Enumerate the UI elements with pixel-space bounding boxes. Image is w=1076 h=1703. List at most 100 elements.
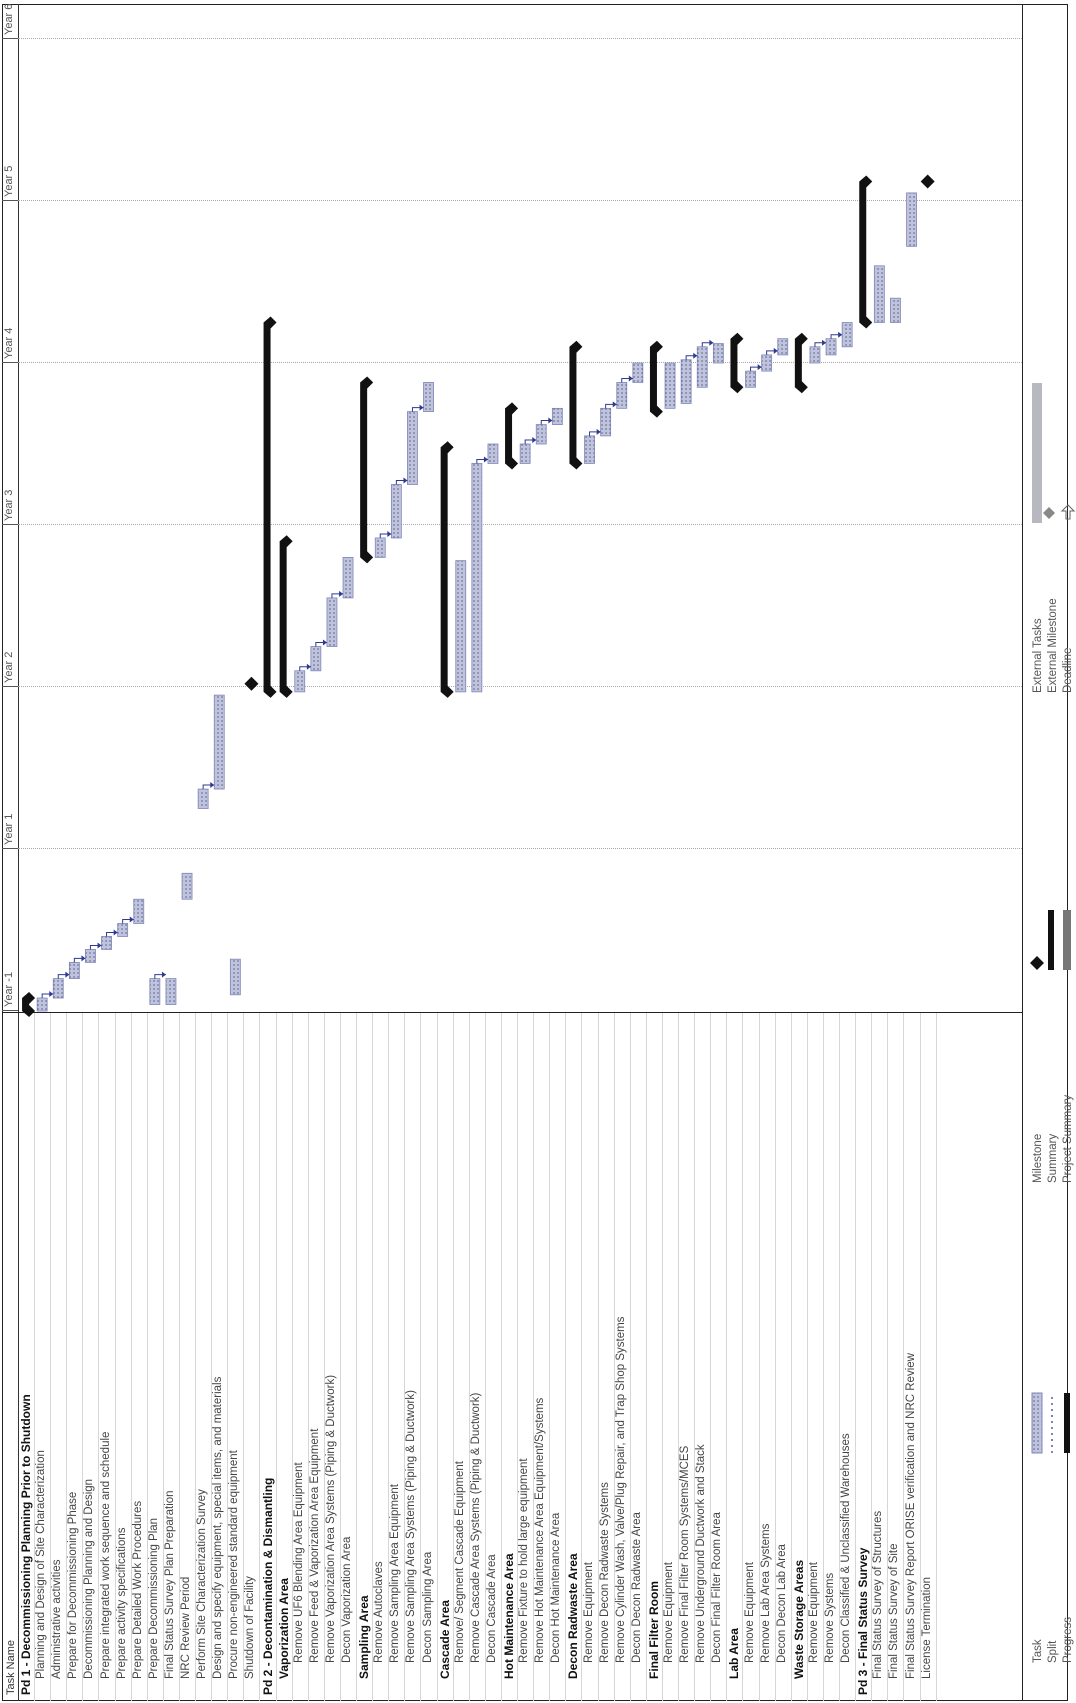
summary-bar (794, 338, 802, 388)
dependency-arrow (483, 456, 488, 463)
task-bar (117, 923, 129, 937)
legend-milestone-swatch (1030, 956, 1044, 970)
dependency-arrow (339, 590, 344, 597)
summary-start-cap (859, 316, 873, 329)
milestone-marker (920, 174, 935, 189)
task-bar (181, 872, 193, 900)
legend-milestone-label: Milestone (1032, 1133, 1044, 1183)
summary-start-cap (440, 685, 454, 698)
legend-project-summary-label: Project Summary (1062, 1094, 1074, 1183)
task-bar (390, 484, 402, 539)
task-bar (197, 788, 209, 809)
summary-end-cap (859, 175, 873, 188)
summary-bar (263, 322, 271, 692)
summary-start-cap (794, 381, 808, 394)
summary-start-cap (505, 457, 519, 470)
task-bar (825, 338, 837, 356)
summary-start-cap (730, 381, 744, 394)
summary-end-cap (279, 535, 293, 548)
task-bar (52, 978, 64, 999)
task-bar (326, 597, 338, 647)
task-bar (777, 338, 789, 356)
summary-end-cap (360, 376, 374, 389)
legend-summary-swatch (1048, 910, 1054, 970)
task-bar (149, 978, 161, 1005)
task-bar (873, 265, 885, 323)
summary-end-cap (22, 992, 36, 1005)
dependency-arrow (548, 417, 553, 424)
summary-end-cap (794, 332, 808, 345)
task-bar (487, 443, 499, 464)
task-bar (310, 646, 322, 672)
dependency-arrow (210, 782, 215, 789)
task-bar (680, 359, 692, 404)
summary-end-cap (263, 316, 277, 329)
legend-deadline-swatch (1060, 504, 1076, 520)
task-bar (906, 192, 917, 247)
task-bar (519, 443, 531, 464)
task-bar (133, 898, 145, 924)
dependency-arrow (693, 352, 698, 359)
task-bar (551, 407, 563, 425)
task-bar (407, 411, 418, 485)
summary-end-cap (649, 340, 663, 353)
dependency-arrow (129, 916, 134, 923)
task-bar (213, 694, 225, 790)
summary-start-cap (649, 405, 663, 418)
legend-task-swatch (1031, 1392, 1043, 1454)
legend-deadline-label: Deadline (1062, 647, 1074, 693)
summary-start-cap (263, 685, 277, 698)
summary-start-cap (22, 1005, 36, 1017)
task-bar (101, 936, 112, 950)
summary-bar (360, 382, 368, 558)
dependency-arrow (403, 477, 408, 484)
summary-bar (440, 447, 448, 692)
summary-bar (279, 541, 287, 692)
task-bar (664, 362, 676, 409)
legend-external-milestone-label: External Milestone (1047, 598, 1059, 693)
dependency-arrow (822, 339, 827, 346)
task-bar (696, 346, 708, 388)
dependency-arrow (419, 404, 424, 411)
task-bar (632, 362, 644, 383)
summary-bar (730, 338, 738, 388)
task-bar (455, 560, 467, 693)
dependency-arrow (113, 929, 118, 936)
task-bar (761, 354, 773, 372)
task-bar (584, 435, 595, 464)
summary-bar (859, 181, 867, 323)
task-bar (342, 557, 354, 599)
summary-end-cap (440, 441, 454, 454)
dependency-arrow (596, 428, 601, 435)
task-bar (85, 949, 96, 963)
summary-end-cap (730, 332, 744, 345)
dependency-arrow (49, 991, 54, 998)
summary-end-cap (505, 402, 519, 415)
task-bar (616, 382, 628, 409)
legend-external-tasks-swatch (1032, 383, 1042, 523)
task-bar (890, 297, 901, 323)
summary-start-cap (569, 457, 583, 470)
dependency-arrow (709, 339, 714, 346)
task-bar (68, 961, 80, 979)
task-bar (809, 346, 821, 364)
dependency-arrow (628, 375, 633, 382)
legend-progress-label: Progress (1062, 1616, 1074, 1663)
summary-start-cap (360, 551, 374, 564)
dependency-arrow (81, 955, 86, 962)
legend-split-label: Split (1047, 1640, 1059, 1663)
task-bar (841, 322, 853, 348)
dependency-arrow (773, 347, 778, 354)
dependency-arrow (161, 971, 166, 978)
dependency-arrow (322, 639, 327, 646)
task-bar (471, 463, 483, 693)
legend-task-label: Task (1032, 1639, 1044, 1663)
task-bar (535, 424, 547, 445)
dependency-arrow (612, 401, 617, 408)
task-bar (294, 670, 306, 693)
dependency-arrow (387, 530, 392, 537)
dependency-arrow (65, 971, 70, 978)
